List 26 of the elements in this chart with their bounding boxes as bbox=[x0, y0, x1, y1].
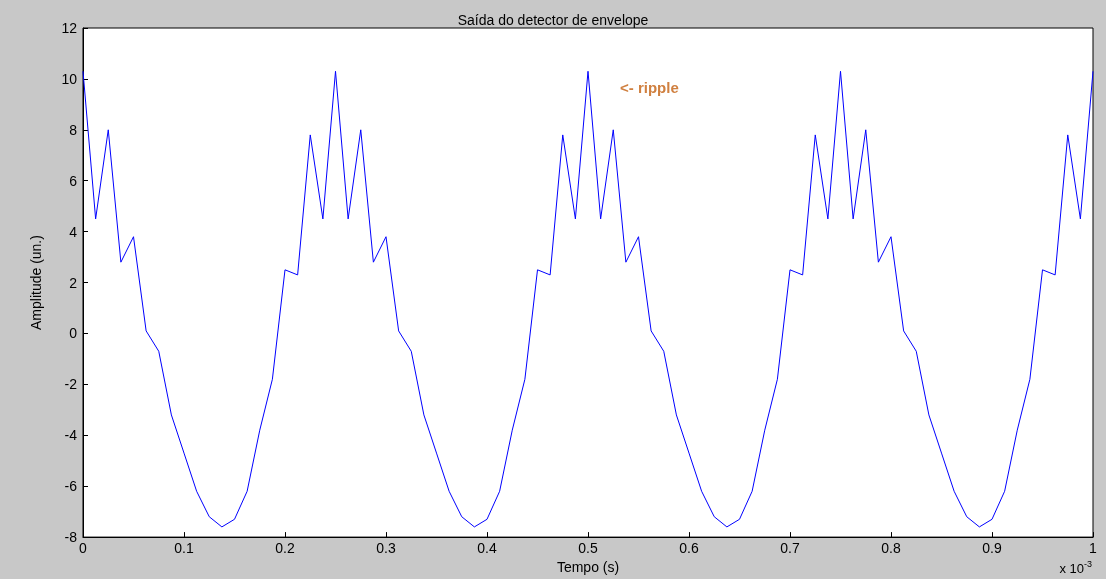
y-tick-label: -8 bbox=[64, 529, 78, 546]
x-tick-label: 0.5 bbox=[578, 540, 598, 557]
chart-title: Saída do detector de envelope bbox=[457, 12, 649, 28]
y-tick-label: 2 bbox=[69, 274, 78, 291]
x-axis-title: Tempo (s) bbox=[556, 559, 620, 575]
y-tick-label: 4 bbox=[69, 223, 78, 240]
x-tick-label: 0.4 bbox=[477, 540, 497, 557]
x-tick-label: 0.9 bbox=[982, 540, 1002, 557]
y-tick-label: 6 bbox=[69, 172, 78, 189]
y-tick-label: 8 bbox=[69, 121, 78, 138]
y-tick-label: 12 bbox=[61, 20, 78, 36]
x-tick-label: 0.1 bbox=[174, 540, 194, 557]
x-tick-label: 0.6 bbox=[679, 540, 699, 557]
y-tick-label: -2 bbox=[64, 376, 78, 393]
x-tick-label: 0.8 bbox=[881, 540, 901, 557]
y-tick-label: 0 bbox=[69, 325, 78, 342]
y-axis-title: Amplitude (un.) bbox=[28, 235, 44, 331]
x-tick-label: 0.2 bbox=[275, 540, 295, 557]
y-tick-label: -6 bbox=[64, 478, 78, 495]
annotation: <- ripple bbox=[620, 79, 679, 96]
x-tick-label: 0.3 bbox=[376, 540, 396, 557]
x-tick-label: 0.7 bbox=[780, 540, 800, 557]
y-tick-label: -4 bbox=[64, 427, 78, 444]
y-tick-label: 10 bbox=[61, 70, 78, 87]
line-series bbox=[82, 70, 1094, 528]
x-tick-label: 1 bbox=[1089, 540, 1098, 557]
